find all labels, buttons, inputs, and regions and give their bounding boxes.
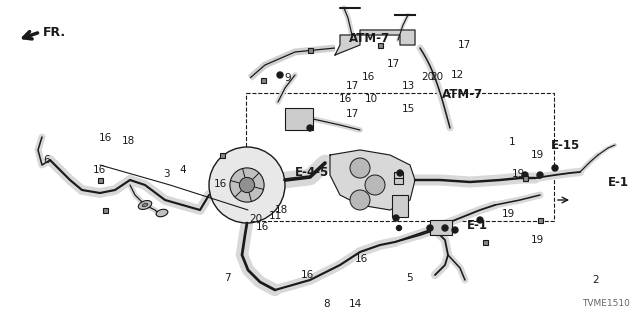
Text: FR.: FR. [44, 26, 67, 38]
Text: 16: 16 [362, 72, 374, 82]
Text: 16: 16 [256, 222, 269, 232]
Bar [307, 47, 312, 52]
Text: 19: 19 [502, 209, 515, 220]
Circle shape [537, 172, 543, 178]
Bar [97, 178, 102, 182]
Text: 14: 14 [349, 299, 362, 309]
Text: 12: 12 [451, 70, 464, 80]
Circle shape [239, 177, 255, 193]
Text: 17: 17 [387, 59, 400, 69]
Circle shape [452, 227, 458, 233]
Bar [483, 239, 488, 244]
Text: 16: 16 [214, 179, 227, 189]
Bar [102, 207, 108, 212]
Text: 13: 13 [402, 81, 415, 91]
Text: 9: 9 [285, 73, 291, 84]
Bar [394, 172, 403, 184]
Bar [378, 43, 383, 47]
Text: TVME1510: TVME1510 [582, 299, 630, 308]
Bar [260, 77, 266, 83]
Text: ATM-7: ATM-7 [442, 88, 483, 101]
Text: E-4-5: E-4-5 [294, 166, 329, 179]
Bar [285, 108, 313, 130]
Text: 17: 17 [346, 108, 358, 119]
Circle shape [277, 72, 283, 78]
Ellipse shape [156, 209, 168, 217]
Bar [522, 175, 527, 180]
Text: 17: 17 [458, 40, 470, 50]
Text: 16: 16 [301, 270, 314, 280]
Circle shape [365, 175, 385, 195]
Text: E-1: E-1 [608, 176, 629, 189]
Circle shape [307, 125, 313, 131]
Bar [392, 195, 408, 217]
Text: 11: 11 [269, 211, 282, 221]
Circle shape [522, 172, 528, 178]
Circle shape [397, 170, 403, 176]
Text: 20: 20 [431, 72, 444, 82]
Text: 4: 4 [179, 164, 186, 175]
Text: 3: 3 [163, 169, 170, 180]
Ellipse shape [142, 203, 148, 207]
Text: 17: 17 [346, 81, 358, 92]
Text: 20: 20 [421, 72, 434, 82]
Polygon shape [335, 30, 415, 55]
Text: 15: 15 [402, 104, 415, 114]
Bar [246, 93, 554, 221]
Bar [538, 218, 543, 222]
Circle shape [350, 158, 370, 178]
Text: 19: 19 [531, 235, 544, 245]
Circle shape [427, 225, 433, 231]
Circle shape [350, 190, 370, 210]
Text: 20: 20 [250, 214, 262, 224]
Text: 16: 16 [339, 94, 352, 104]
Text: 16: 16 [99, 132, 112, 143]
Text: E-1: E-1 [467, 219, 488, 232]
Text: 2: 2 [592, 275, 598, 285]
Text: 5: 5 [406, 273, 413, 284]
Text: 18: 18 [122, 136, 134, 146]
Circle shape [209, 147, 285, 223]
Text: E-15: E-15 [550, 139, 580, 152]
Circle shape [230, 168, 264, 202]
Bar [220, 153, 225, 157]
Text: 6: 6 [43, 155, 49, 165]
Text: 10: 10 [365, 94, 378, 104]
Bar [430, 220, 452, 235]
Text: ATM-7: ATM-7 [349, 32, 390, 45]
Text: 8: 8 [323, 299, 330, 309]
Text: 16: 16 [93, 164, 106, 175]
Polygon shape [330, 150, 415, 210]
Text: 18: 18 [275, 204, 288, 215]
Text: 16: 16 [355, 254, 368, 264]
Circle shape [552, 165, 558, 171]
Circle shape [477, 217, 483, 223]
Circle shape [397, 226, 401, 230]
Text: 19: 19 [512, 169, 525, 180]
Text: 7: 7 [224, 273, 230, 284]
Text: 1: 1 [509, 137, 515, 148]
Circle shape [393, 215, 399, 221]
Text: 19: 19 [531, 150, 544, 160]
Circle shape [442, 225, 448, 231]
Ellipse shape [138, 201, 152, 210]
